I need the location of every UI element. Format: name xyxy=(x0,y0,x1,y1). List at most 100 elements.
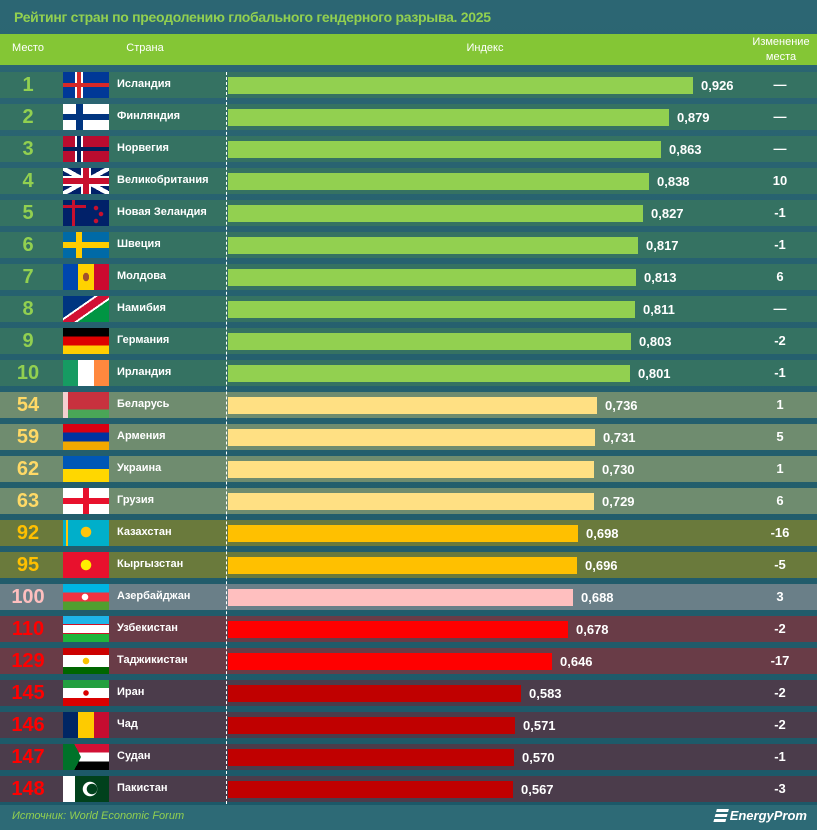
change-label: — xyxy=(773,109,787,124)
change-label: 6 xyxy=(776,269,784,284)
flag-uz-icon xyxy=(63,616,109,642)
table-row: 148 Пакистан 0,567 -3 xyxy=(0,776,817,802)
value-label: 0,583 xyxy=(529,686,562,701)
country-label: Швеция xyxy=(117,238,161,250)
table-row: 4 Великобритания 0,838 10 xyxy=(0,168,817,194)
value-label: 0,736 xyxy=(605,398,638,413)
change-label: 6 xyxy=(776,493,784,508)
table-row: 146 Чад 0,571 -2 xyxy=(0,712,817,738)
header-index: Индекс xyxy=(466,42,504,54)
country-label: Пакистан xyxy=(117,782,168,794)
flag-td-icon xyxy=(63,712,109,738)
bar xyxy=(228,333,631,350)
logo-text: EnergyProm xyxy=(729,808,807,823)
flag-is-icon xyxy=(63,72,109,98)
bar xyxy=(228,429,595,446)
value-label: 0,729 xyxy=(602,494,635,509)
table-row: 62 Украина 0,730 1 xyxy=(0,456,817,482)
header-country: Страна xyxy=(126,42,164,54)
rank-label: 2 xyxy=(22,106,34,128)
header-change-2: места xyxy=(765,51,797,63)
flag-ge-icon xyxy=(63,488,109,514)
flag-ua-icon xyxy=(63,456,109,482)
country-label: Иран xyxy=(117,686,145,698)
value-label: 0,817 xyxy=(646,238,679,253)
rank-label: 145 xyxy=(11,682,45,704)
flag-fi-icon xyxy=(63,104,109,130)
rank-label: 148 xyxy=(11,778,45,800)
table-header: Место Страна Индекс Изменение места xyxy=(0,34,817,65)
rank-label: 62 xyxy=(16,458,40,480)
value-label: 0,567 xyxy=(521,782,554,797)
change-label: 10 xyxy=(772,173,788,188)
table-row: 1 Исландия 0,926 — xyxy=(0,72,817,98)
flag-az-icon xyxy=(63,584,109,610)
flag-no-icon xyxy=(63,136,109,162)
table-row: 147 Судан 0,570 -1 xyxy=(0,744,817,770)
rank-label: 63 xyxy=(16,490,40,512)
change-label: -1 xyxy=(774,205,786,220)
flag-am-icon xyxy=(63,424,109,450)
bar xyxy=(228,717,515,734)
value-label: 0,646 xyxy=(560,654,593,669)
country-label: Новая Зеландия xyxy=(117,206,207,218)
value-label: 0,696 xyxy=(585,558,618,573)
rank-label: 6 xyxy=(22,234,34,256)
table-row: 95 Кыргызстан 0,696 -5 xyxy=(0,552,817,578)
flag-kg-icon xyxy=(63,552,109,578)
flag-tj-icon xyxy=(63,648,109,674)
change-label: -2 xyxy=(774,685,786,700)
change-label: -2 xyxy=(774,621,786,636)
table-row: 6 Швеция 0,817 -1 xyxy=(0,232,817,258)
country-label: Судан xyxy=(117,750,151,762)
bar xyxy=(228,461,594,478)
table-row: 54 Беларусь 0,736 1 xyxy=(0,392,817,418)
rank-label: 1 xyxy=(22,74,34,96)
flag-by-icon xyxy=(63,392,109,418)
flag-pk-icon xyxy=(63,776,109,802)
table-row: 59 Армения 0,731 5 xyxy=(0,424,817,450)
rank-label: 100 xyxy=(11,586,45,608)
change-label: -2 xyxy=(774,717,786,732)
change-label: 1 xyxy=(776,461,784,476)
rank-label: 95 xyxy=(16,554,40,576)
country-label: Кыргызстан xyxy=(117,558,184,570)
change-label: 5 xyxy=(776,429,784,444)
footer: Источник: World Economic Forum EnergyPro… xyxy=(0,805,817,830)
change-label: -17 xyxy=(770,653,790,668)
value-label: 0,813 xyxy=(644,270,677,285)
bar xyxy=(228,141,661,158)
country-label: Таджикистан xyxy=(117,654,188,666)
bar xyxy=(228,301,635,318)
table-row: 3 Норвегия 0,863 — xyxy=(0,136,817,162)
rank-label: 147 xyxy=(11,746,45,768)
change-label: 3 xyxy=(776,589,784,604)
country-label: Намибия xyxy=(117,302,166,314)
table-row: 129 Таджикистан 0,646 -17 xyxy=(0,648,817,674)
table-row: 10 Ирландия 0,801 -1 xyxy=(0,360,817,386)
value-label: 0,811 xyxy=(643,302,675,317)
table-row: 100 Азербайджан 0,688 3 xyxy=(0,584,817,610)
value-label: 0,863 xyxy=(669,142,702,157)
table-row: 8 Намибия 0,811 — xyxy=(0,296,817,322)
bar xyxy=(228,557,577,574)
flag-nz-icon xyxy=(63,200,109,226)
country-label: Молдова xyxy=(117,270,167,282)
value-label: 0,838 xyxy=(657,174,690,189)
table-row: 9 Германия 0,803 -2 xyxy=(0,328,817,354)
value-label: 0,698 xyxy=(586,526,619,541)
flag-kz-icon xyxy=(63,520,109,546)
country-label: Исландия xyxy=(117,78,171,90)
axis-zero-line xyxy=(226,72,227,804)
rank-label: 146 xyxy=(11,714,45,736)
bar xyxy=(228,109,669,126)
bar xyxy=(228,365,630,382)
table-row: 145 Иран 0,583 -2 xyxy=(0,680,817,706)
table-row: 2 Финляндия 0,879 — xyxy=(0,104,817,130)
bar xyxy=(228,781,513,798)
value-label: 0,879 xyxy=(677,110,710,125)
rank-label: 7 xyxy=(22,266,34,288)
bar xyxy=(228,493,594,510)
change-label: -5 xyxy=(774,557,786,572)
bar xyxy=(228,589,573,606)
